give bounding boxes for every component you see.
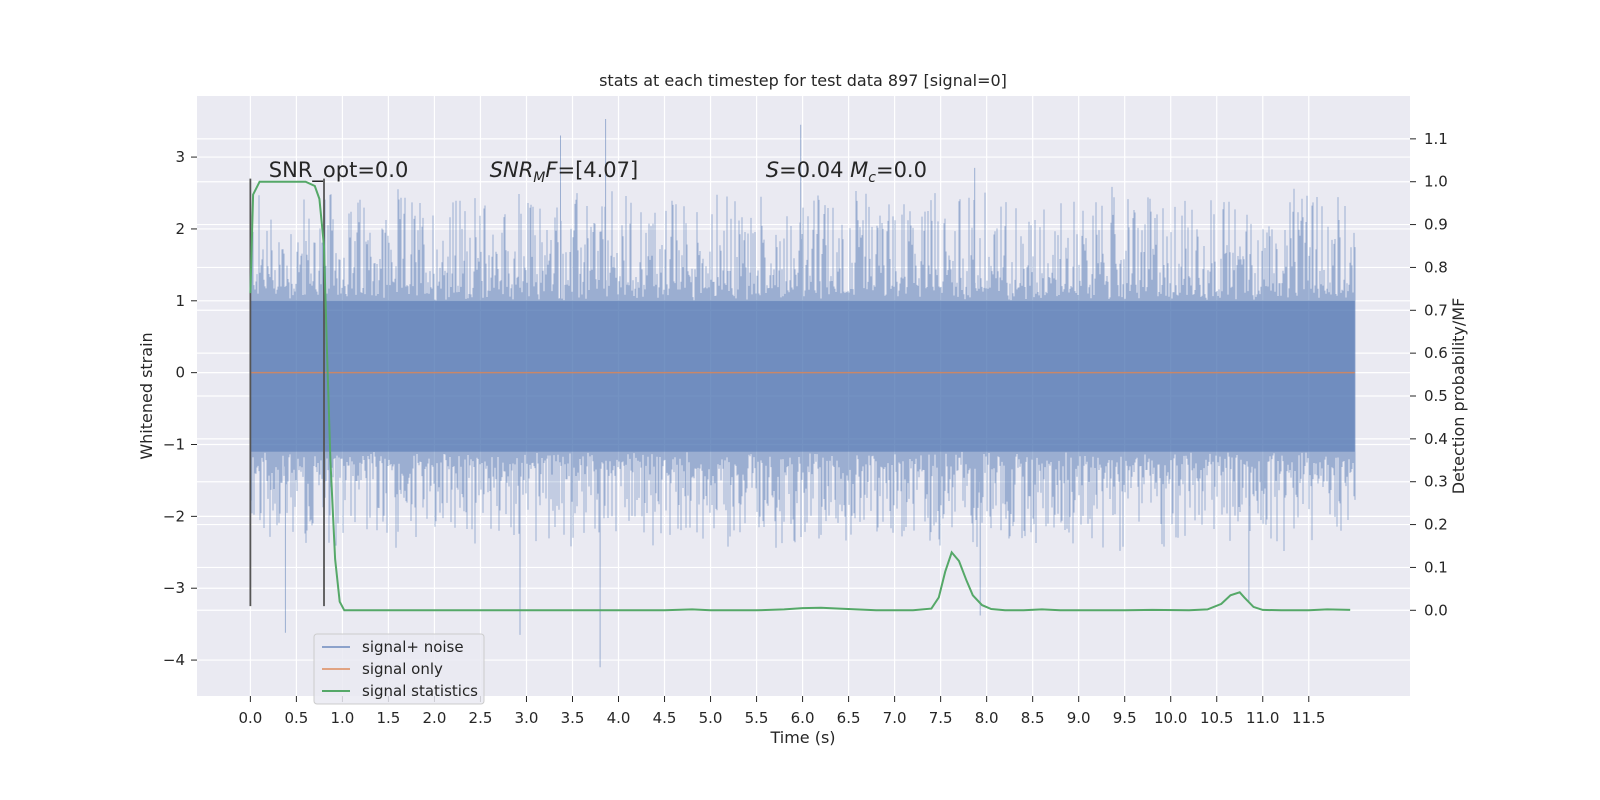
x-tick-label-3: 1.5 <box>376 709 400 727</box>
y-tick-label-6: 2 <box>175 220 185 238</box>
y2-ticks: 0.0 0.1 0.2 0.3 0.4 0.5 0.6 0.7 0.8 0.9 1.0 1.1 <box>1410 130 1448 619</box>
x-tick-label-10: 5.0 <box>699 709 723 727</box>
y2-tick-label-7: 0.7 <box>1424 301 1448 319</box>
y-tick-label-7: 3 <box>175 148 185 166</box>
x-tick-label-23: 11.5 <box>1292 709 1325 727</box>
y2-tick-label-1: 0.1 <box>1424 558 1448 576</box>
legend-label-stats: signal statistics <box>362 682 478 700</box>
y-tick-label-1: −3 <box>163 579 185 597</box>
x-tick-label-16: 8.0 <box>975 709 999 727</box>
x-tick-label-4: 2.0 <box>423 709 447 727</box>
signal-statistics-line <box>249 180 1351 612</box>
x-axis-label: Time (s) <box>769 728 835 747</box>
x-tick-label-1: 0.5 <box>284 709 308 727</box>
x-tick-label-6: 3.0 <box>515 709 539 727</box>
legend-label-noise: signal+ noise <box>362 638 464 656</box>
noise-series <box>249 119 1356 668</box>
y2-axis-label: Detection probability/MF <box>1449 298 1468 495</box>
x-tick-label-12: 6.0 <box>791 709 815 727</box>
y-tick-label-4: 0 <box>175 364 185 382</box>
x-tick-label-5: 2.5 <box>469 709 493 727</box>
annotation-s-mc: S=0.04 Mc=0.0 <box>766 158 927 186</box>
x-tick-label-14: 7.0 <box>883 709 907 727</box>
y2-tick-label-0: 0.0 <box>1424 601 1448 619</box>
y2-tick-label-8: 0.8 <box>1424 258 1448 276</box>
y-tick-label-5: 1 <box>175 292 185 310</box>
x-tick-label-18: 9.0 <box>1067 709 1091 727</box>
x-tick-label-0: 0.0 <box>238 709 262 727</box>
x-tick-label-17: 8.5 <box>1021 709 1045 727</box>
y2-tick-label-4: 0.4 <box>1424 430 1448 448</box>
x-tick-label-20: 10.0 <box>1154 709 1187 727</box>
annotation-snr-opt: SNR_opt=0.0 <box>269 158 409 183</box>
x-tick-label-11: 5.5 <box>745 709 769 727</box>
x-tick-label-2: 1.0 <box>330 709 354 727</box>
y2-tick-label-5: 0.5 <box>1424 387 1448 405</box>
x-ticks: 0.0 0.5 1.0 1.5 2.0 2.5 3.0 3.5 4.0 4.5 5.0 5.5 6.0 6… <box>238 696 1325 727</box>
y2-tick-label-11: 1.1 <box>1424 130 1448 148</box>
annotation-snr-mf: SNRMF=[4.07] <box>490 158 639 186</box>
x-tick-label-22: 11.0 <box>1246 709 1279 727</box>
x-tick-label-8: 4.0 <box>607 709 631 727</box>
chart-title: stats at each timestep for test data 897… <box>599 71 1007 90</box>
annotations: SNR_opt=0.0 SNRMF=[4.07] S=0.04 Mc=0.0 <box>269 158 927 186</box>
y2-tick-label-2: 0.2 <box>1424 516 1448 534</box>
y-tick-label-0: −4 <box>163 651 185 669</box>
legend-label-signal: signal only <box>362 660 443 678</box>
x-tick-label-15: 7.5 <box>929 709 953 727</box>
legend-box <box>313 633 485 705</box>
x-tick-label-9: 4.5 <box>653 709 677 727</box>
x-tick-label-13: 6.5 <box>837 709 861 727</box>
y-ticks: −4 −3 −2 −1 0 1 2 3 <box>163 148 197 669</box>
y-tick-label-2: −2 <box>163 507 185 525</box>
y2-tick-label-10: 1.0 <box>1424 173 1448 191</box>
y-tick-label-3: −1 <box>163 436 185 454</box>
x-tick-label-7: 3.5 <box>561 709 585 727</box>
y2-tick-label-3: 0.3 <box>1424 473 1448 491</box>
y2-tick-label-6: 0.6 <box>1424 344 1448 362</box>
y-axis-label: Whitened strain <box>137 332 156 459</box>
legend: signal+ noise signal only signal statist… <box>313 633 485 705</box>
y2-tick-label-9: 0.9 <box>1424 216 1448 234</box>
x-tick-label-21: 10.5 <box>1200 709 1233 727</box>
x-tick-label-19: 9.5 <box>1113 709 1137 727</box>
